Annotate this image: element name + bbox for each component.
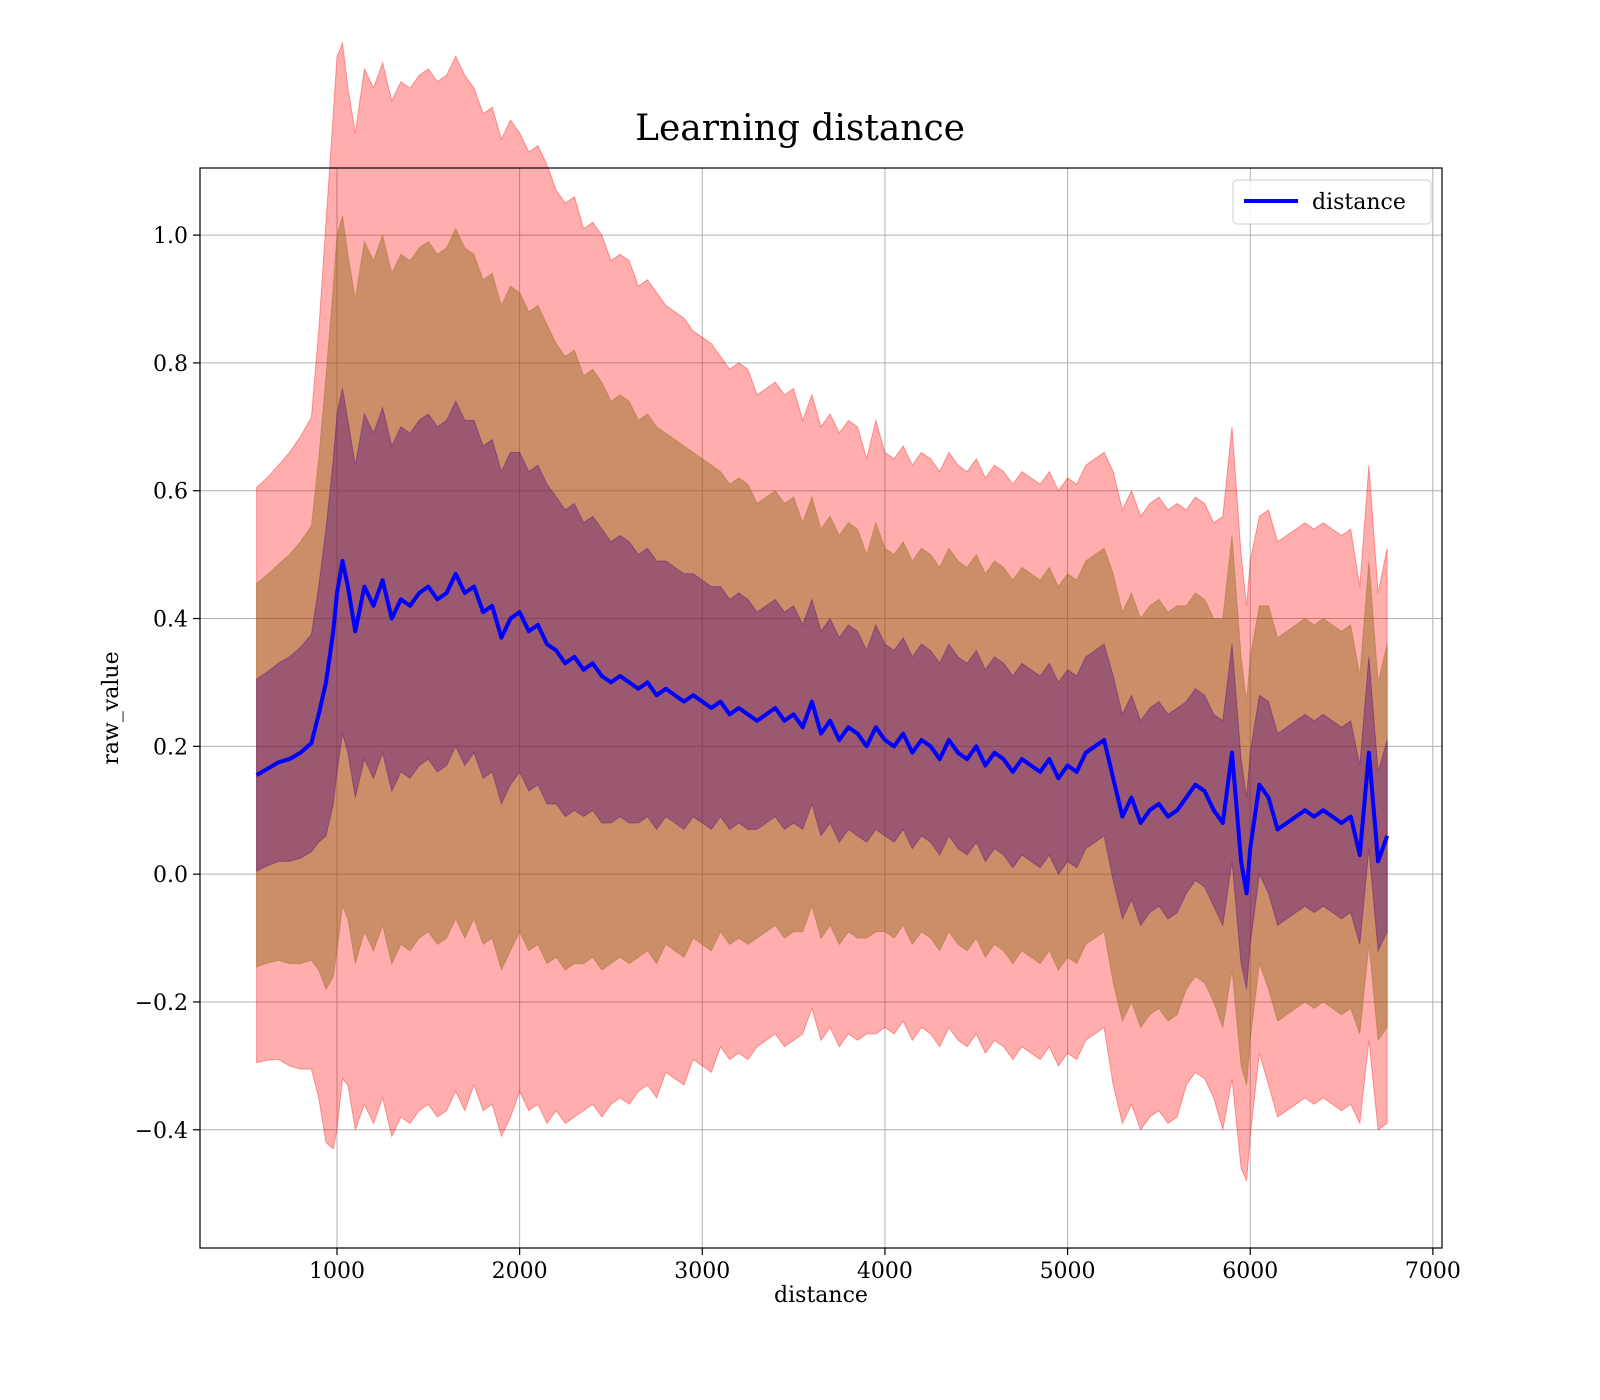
y-tick-label: 1.0 — [153, 224, 188, 249]
y-tick-label: 0.2 — [153, 735, 188, 760]
band-2-std — [256, 215, 1388, 1086]
grid — [200, 168, 1442, 1248]
y-tick-label: 0.6 — [153, 480, 188, 505]
y-tick-label: 0.8 — [153, 352, 188, 377]
legend-label-distance: distance — [1312, 190, 1406, 215]
x-tick-label: 3000 — [674, 1259, 730, 1284]
x-tick-label: 7000 — [1405, 1259, 1461, 1284]
y-axis-ticks: −0.4 −0.2 0.0 0.2 0.4 0.6 0.8 1.0 — [135, 224, 200, 1144]
series-line-distance — [255, 559, 1390, 896]
band-1-std — [256, 388, 1388, 990]
x-axis-title: distance — [774, 1283, 868, 1308]
y-tick-label: −0.4 — [135, 1119, 188, 1144]
band-3-std — [256, 41, 1388, 1182]
plot-frame — [199, 167, 1443, 1249]
chart-title: Learning distance — [635, 108, 965, 149]
y-tick-label: 0.0 — [153, 863, 188, 888]
x-tick-label: 2000 — [492, 1259, 548, 1284]
x-tick-label: 5000 — [1040, 1259, 1096, 1284]
y-axis-title: raw_value — [99, 651, 124, 764]
x-axis-ticks: 1000 2000 3000 4000 5000 6000 7000 — [309, 1248, 1461, 1284]
series-layer — [255, 559, 1390, 896]
legend-box — [1232, 179, 1432, 225]
x-tick-label: 4000 — [857, 1259, 913, 1284]
x-tick-label: 6000 — [1222, 1259, 1278, 1284]
y-tick-label: −0.2 — [135, 991, 188, 1016]
y-tick-label: 0.4 — [153, 608, 188, 633]
std-bands — [256, 41, 1388, 1182]
x-tick-label: 1000 — [309, 1259, 365, 1284]
legend: distance — [1232, 179, 1432, 225]
